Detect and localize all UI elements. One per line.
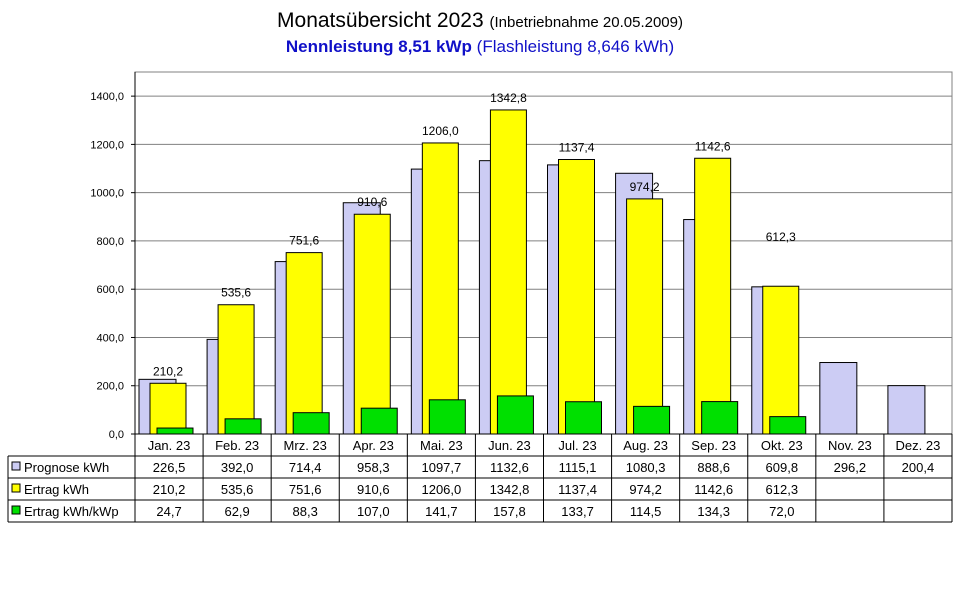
table-cell: 612,3 [766, 482, 799, 497]
chart-title: Monatsübersicht 2023 (Inbetriebnahme 20.… [0, 9, 960, 33]
bar-ertrag [762, 285, 800, 435]
chart-subtitle-rest: (Flashleistung 8,646 kWh) [476, 37, 675, 56]
table-cell: 751,6 [289, 482, 322, 497]
bar-ertrag [285, 252, 323, 435]
table-cell: 210,2 [153, 482, 186, 497]
bar-ertrag [694, 157, 732, 435]
x-category-label: Mrz. 23 [284, 438, 327, 453]
table-cell: 226,5 [153, 460, 186, 475]
x-category-label: Mai. 23 [420, 438, 463, 453]
table-cell: 1206,0 [421, 482, 461, 497]
table-cell: 1342,8 [490, 482, 530, 497]
table-cell: 1132,6 [490, 460, 529, 475]
x-category-label: Jul. 23 [558, 438, 596, 453]
table-cell: 392,0 [221, 460, 254, 475]
bar-ertrag-kwp [224, 418, 262, 435]
table-cell: 958,3 [357, 460, 390, 475]
table-cell: 62,9 [224, 504, 249, 519]
x-category-label: Jan. 23 [148, 438, 191, 453]
y-tick-label: 1400,0 [90, 91, 124, 103]
y-tick-label: 0,0 [109, 429, 124, 441]
chart-subtitle-bold: Nennleistung 8,51 kWp [285, 37, 472, 56]
y-tick-label: 1000,0 [90, 188, 124, 200]
table-cell: 134,3 [697, 504, 730, 519]
bar-ertrag [626, 198, 664, 435]
data-label-ertrag: 1206,0 [422, 124, 459, 138]
table-cell: 296,2 [834, 460, 867, 475]
bar-ertrag [149, 382, 187, 435]
plot-area [134, 71, 953, 435]
chart-subtitle: Nennleistung 8,51 kWp (Flashleistung 8,6… [0, 37, 960, 57]
table-cell: 107,0 [357, 504, 390, 519]
table-cell: 609,8 [766, 460, 799, 475]
bar-prognose [887, 385, 926, 435]
y-tick-label: 600,0 [96, 284, 124, 296]
bar-ertrag-kwp [496, 395, 534, 435]
data-label-ertrag: 1342,8 [490, 91, 527, 105]
x-category-label: Okt. 23 [761, 438, 803, 453]
table-cell: 141,7 [425, 504, 458, 519]
table-cell: 1137,4 [558, 482, 597, 497]
x-category-label: Nov. 23 [828, 438, 872, 453]
table-cell: 714,4 [289, 460, 322, 475]
bar-ertrag [217, 304, 255, 435]
bar-ertrag-kwp [156, 427, 194, 435]
bar-ertrag-kwp [292, 412, 330, 435]
x-category-label: Dez. 23 [896, 438, 941, 453]
bar-ertrag [353, 213, 391, 435]
table-cell: 1097,7 [421, 460, 461, 475]
legend-label: Ertrag kWh/kWp [24, 504, 119, 519]
data-label-ertrag: 535,6 [221, 286, 251, 300]
table-cell: 910,6 [357, 482, 390, 497]
bar-ertrag-kwp [701, 401, 739, 435]
legend-swatch [11, 505, 21, 515]
table-cell: 157,8 [493, 504, 526, 519]
y-tick-label: 1200,0 [90, 139, 124, 151]
data-label-ertrag: 751,6 [289, 234, 319, 248]
x-category-label: Sep. 23 [691, 438, 736, 453]
x-category-label: Aug. 23 [623, 438, 668, 453]
legend-label: Ertrag kWh [24, 482, 89, 497]
table-cell: 974,2 [629, 482, 662, 497]
table-cell: 133,7 [561, 504, 594, 519]
data-label-ertrag: 210,2 [153, 364, 183, 378]
y-tick-label: 800,0 [96, 236, 124, 248]
bar-ertrag-kwp [428, 399, 466, 435]
data-label-ertrag: 910,6 [357, 195, 387, 209]
bar-ertrag-kwp [360, 407, 398, 435]
table-cell: 888,6 [697, 460, 730, 475]
table-cell: 88,3 [293, 504, 318, 519]
table-cell: 535,6 [221, 482, 254, 497]
table-cell: 24,7 [156, 504, 181, 519]
data-label-ertrag: 974,2 [630, 180, 660, 194]
bar-ertrag [489, 109, 527, 435]
bar-ertrag [421, 142, 459, 435]
table-cell: 1115,1 [559, 460, 597, 475]
chart-title-note: (Inbetriebnahme 20.05.2009) [489, 14, 683, 31]
bar-ertrag-kwp [565, 401, 602, 435]
table-cell: 1142,6 [694, 482, 733, 497]
legend-swatch [11, 483, 21, 493]
legend-swatch [11, 461, 21, 471]
legend-label: Prognose kWh [24, 460, 109, 475]
data-label-ertrag: 612,3 [766, 230, 796, 244]
y-tick-label: 400,0 [96, 332, 124, 344]
table-cell: 1080,3 [626, 460, 666, 475]
bar-prognose [819, 362, 858, 435]
bar-ertrag [558, 159, 595, 435]
bar-ertrag-kwp [633, 405, 671, 435]
table-cell: 114,5 [630, 504, 662, 519]
x-category-label: Jun. 23 [488, 438, 531, 453]
table-cell: 200,4 [902, 460, 935, 475]
data-label-ertrag: 1137,4 [559, 141, 595, 155]
data-label-ertrag: 1142,6 [695, 139, 731, 153]
x-category-label: Apr. 23 [353, 438, 394, 453]
chart-title-main: Monatsübersicht 2023 [277, 9, 484, 32]
table-cell: 72,0 [769, 504, 794, 519]
bar-ertrag-kwp [769, 416, 807, 435]
y-tick-label: 200,0 [96, 381, 124, 393]
x-category-label: Feb. 23 [215, 438, 259, 453]
